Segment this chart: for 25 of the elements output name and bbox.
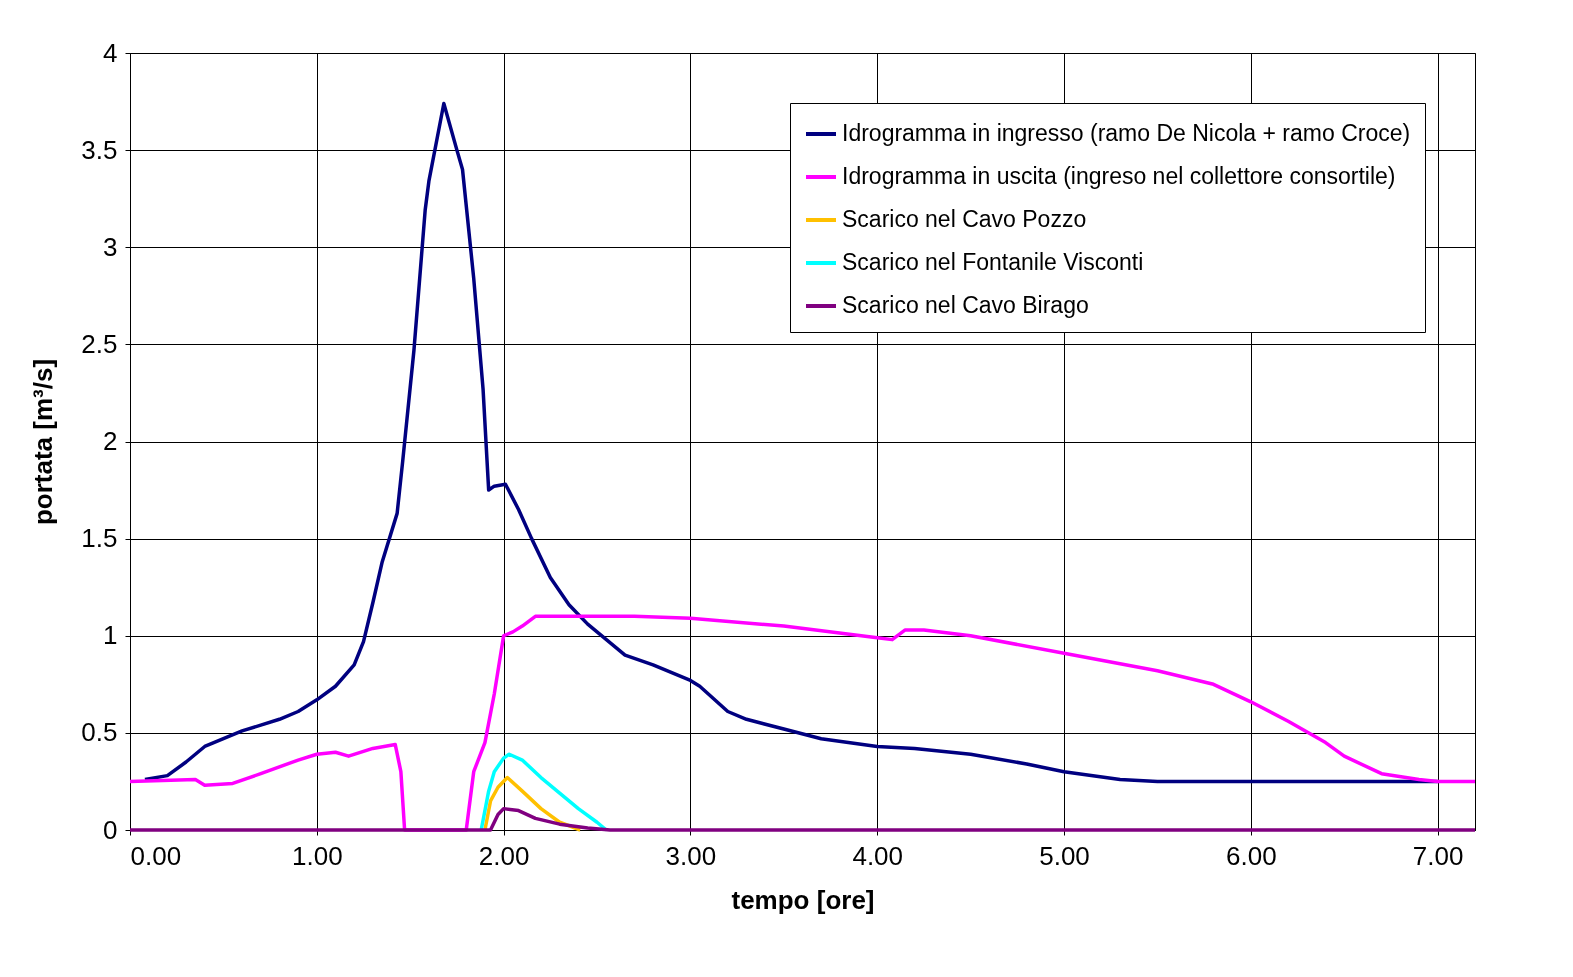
x-tick-label: 4.00 <box>852 840 904 871</box>
y-tick-label: 3.5 <box>81 134 118 165</box>
legend-label: Scarico nel Fontanile Visconti <box>842 249 1144 275</box>
x-tick-label: 6.00 <box>1226 840 1277 871</box>
x-axis-title: tempo [ore] <box>731 884 875 915</box>
legend-label: Scarico nel Cavo Pozzo <box>842 206 1087 232</box>
y-tick-label: 3 <box>103 231 118 262</box>
y-tick-label: 0.5 <box>81 717 118 748</box>
line-series <box>128 806 1477 832</box>
y-tick-label: 1.5 <box>81 523 118 554</box>
x-tick-label: 5.00 <box>1039 840 1090 871</box>
y-axis-title: portata [m³/s] <box>28 358 59 526</box>
x-tick-label: 0.00 <box>130 840 182 871</box>
x-tick-label: 2.00 <box>478 840 530 871</box>
x-tick-label: 1.00 <box>292 840 343 871</box>
y-tick-label: 2 <box>103 426 118 456</box>
y-tick-label: 2.5 <box>81 328 118 359</box>
x-tick-label: 3.00 <box>665 840 717 871</box>
legend-label: Scarico nel Cavo Birago <box>842 292 1089 318</box>
legend-label: Idrogramma in ingresso (ramo De Nicola + ramo Croce) <box>842 120 1411 146</box>
y-tick-label: 4 <box>103 37 118 68</box>
y-tick-label: 1 <box>103 620 118 651</box>
y-tick-label: 0 <box>103 814 118 845</box>
x-tick-label: 7.00 <box>1412 840 1464 871</box>
legend-label: Idrogramma in uscita (ingreso nel collettore consortile) <box>842 163 1396 189</box>
